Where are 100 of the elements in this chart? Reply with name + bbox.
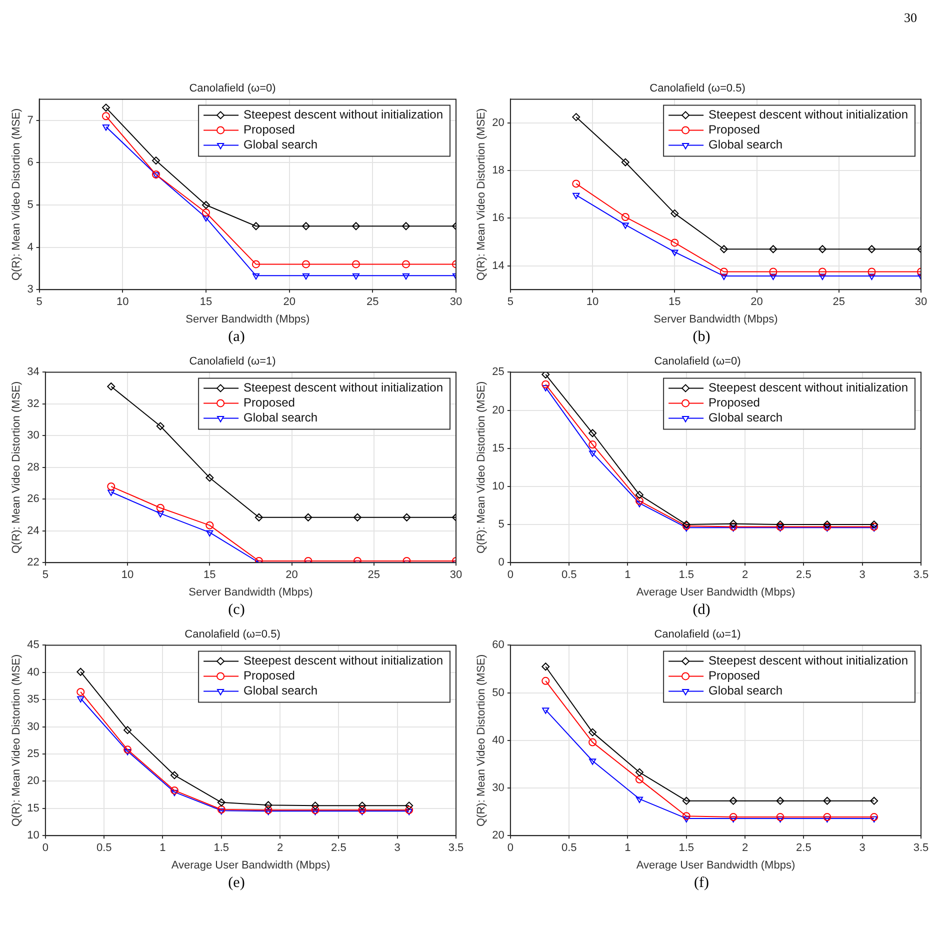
point — [254, 557, 263, 563]
point — [542, 708, 550, 714]
point — [818, 245, 826, 254]
chart-title: Canolafield (ω=1) — [654, 628, 741, 641]
chart-title: Canolafield (ω=1) — [189, 356, 276, 368]
point — [206, 530, 214, 536]
point — [823, 813, 832, 822]
y-tick-label: 3 — [27, 284, 34, 296]
point — [107, 482, 116, 490]
point — [588, 728, 597, 736]
point — [868, 268, 876, 276]
point — [720, 245, 728, 254]
point — [405, 802, 414, 810]
point — [572, 113, 580, 122]
y-tick-label: 50 — [492, 686, 504, 699]
legend-label: Proposed — [244, 122, 295, 137]
point — [868, 245, 876, 254]
x-tick-label: 0.5 — [561, 842, 577, 854]
point — [76, 688, 85, 696]
x-tick-label: 30 — [450, 296, 462, 308]
point — [353, 557, 362, 563]
x-axis-title: Server Bandwidth (Mbps) — [188, 586, 313, 598]
point — [682, 796, 690, 805]
text: (d) — [692, 602, 712, 620]
point — [621, 158, 630, 166]
chart-title: Canolafield (ω=0.5) — [184, 628, 280, 641]
point — [635, 768, 644, 776]
point — [635, 490, 644, 499]
x-tick-label: 30 — [914, 296, 928, 308]
point — [542, 676, 550, 685]
y-tick-label: 25 — [492, 366, 504, 378]
point — [589, 450, 596, 457]
y-tick-label: 20 — [27, 775, 40, 788]
point — [202, 215, 210, 222]
point — [202, 200, 210, 209]
y-tick-label: 34 — [27, 366, 40, 378]
x-tick-label: 10 — [586, 296, 599, 308]
point — [102, 124, 110, 131]
text: (b) — [692, 329, 712, 347]
point — [542, 662, 550, 671]
point — [252, 273, 260, 280]
x-tick-label: 10 — [121, 569, 134, 582]
legend-label: Global search — [708, 410, 783, 425]
x-axis-title: Server Bandwidth (Mbps) — [654, 313, 778, 326]
point — [170, 786, 178, 794]
chart-title: Canolafield (ω=0) — [654, 356, 741, 368]
point — [720, 268, 728, 276]
point — [108, 490, 115, 496]
y-tick-label: 6 — [27, 156, 34, 169]
y-tick-label: 24 — [27, 524, 40, 537]
point — [252, 222, 260, 230]
legend-label: Proposed — [708, 668, 760, 683]
x-tick-label: 0 — [507, 569, 514, 582]
x-tick-label: 30 — [450, 569, 462, 582]
point — [252, 260, 260, 268]
legend-label: Proposed — [708, 122, 760, 137]
point — [352, 222, 360, 230]
x-tick-label: 3.5 — [913, 842, 929, 854]
point — [729, 520, 738, 528]
point — [312, 808, 319, 816]
x-tick-label: 15 — [204, 569, 216, 582]
x-tick-label: 0 — [507, 842, 514, 854]
point — [311, 802, 320, 810]
point — [621, 213, 630, 222]
point — [402, 222, 410, 230]
point — [402, 273, 410, 280]
point — [302, 222, 310, 230]
point — [818, 268, 826, 276]
y-axis-title: Q(R): Mean Video Distortion (MSE) — [476, 654, 488, 826]
point — [124, 726, 132, 734]
point — [682, 812, 690, 820]
x-axis-title: Average User Bandwidth (Mbps) — [636, 859, 796, 872]
x-tick-label: 20 — [283, 296, 296, 308]
point — [776, 796, 784, 805]
x-tick-label: 20 — [750, 296, 763, 308]
x-tick-label: 1.5 — [678, 569, 694, 582]
legend-label: Global search — [244, 138, 318, 152]
point — [635, 496, 644, 505]
point — [542, 372, 550, 378]
y-tick-label: 18 — [492, 164, 504, 177]
x-tick-label: 2 — [742, 569, 748, 582]
point — [217, 805, 226, 814]
x-tick-label: 3 — [859, 842, 866, 854]
point — [202, 208, 210, 217]
y-tick-label: 40 — [492, 734, 504, 746]
point — [217, 798, 226, 806]
y-tick-label: 5 — [27, 199, 34, 212]
y-axis-title: Q(R): Mean Video Distortion (MSE) — [10, 108, 23, 280]
point — [352, 260, 360, 268]
point — [824, 525, 831, 532]
point — [304, 513, 312, 522]
y-tick-label: 10 — [492, 480, 504, 492]
point — [770, 274, 777, 280]
legend-label: Proposed — [244, 396, 295, 410]
legend-label: Steepest descent without initialization — [244, 654, 443, 668]
y-tick-label: 40 — [27, 666, 40, 678]
point — [682, 816, 690, 822]
point — [588, 429, 597, 438]
point — [870, 522, 878, 531]
x-tick-label: 0.5 — [561, 569, 577, 582]
